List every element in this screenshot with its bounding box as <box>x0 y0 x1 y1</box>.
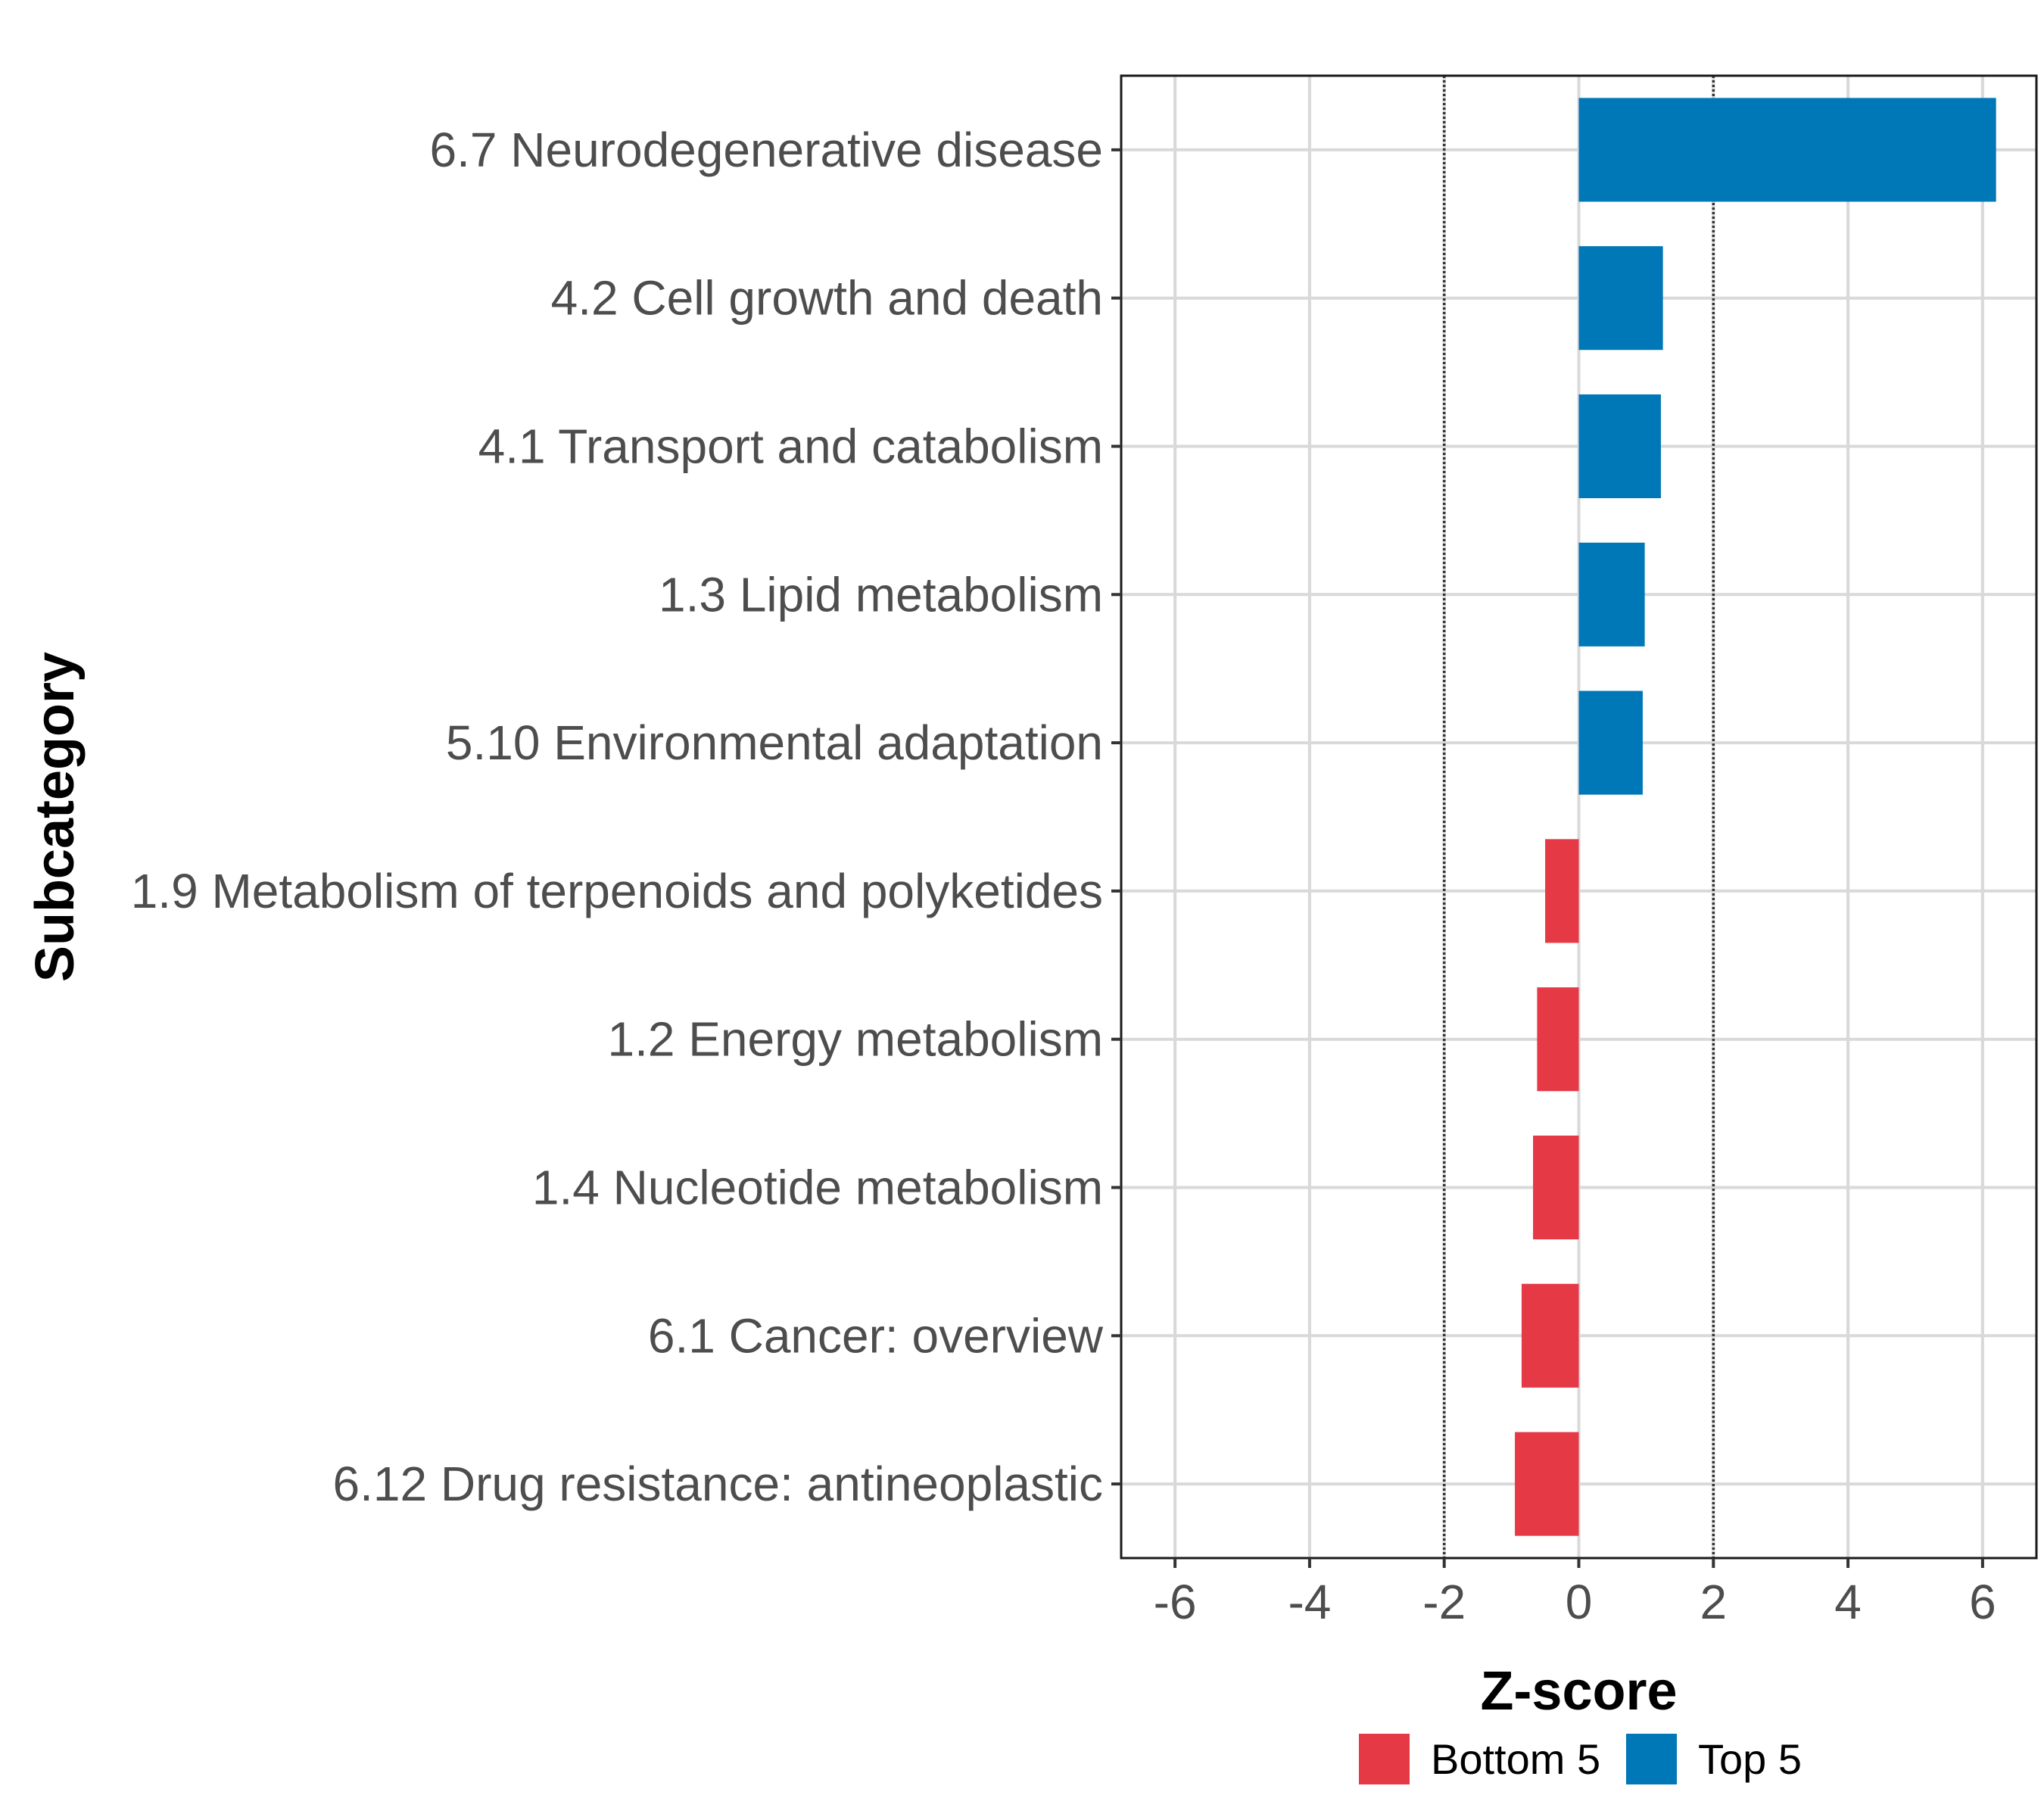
y-axis: 6.7 Neurodegenerative disease 4.2 Cell gr… <box>131 123 1121 1511</box>
x-tick-label: -6 <box>1154 1575 1197 1629</box>
bar-9 <box>1521 1283 1579 1388</box>
legend-label: Bottom 5 <box>1431 1735 1600 1783</box>
bar-2 <box>1578 246 1663 351</box>
x-tick-label: 4 <box>1834 1575 1862 1629</box>
y-tick-label: 1.9 Metabolism of terpenoids and polyket… <box>131 864 1103 918</box>
y-tick-label: 4.1 Transport and catabolism <box>478 419 1103 474</box>
y-tick-label: 6.12 Drug resistance: antineoplastic <box>333 1457 1103 1511</box>
legend-swatch-bottom-5 <box>1359 1734 1410 1784</box>
bar-8 <box>1533 1135 1579 1240</box>
legend-label: Top 5 <box>1698 1735 1802 1783</box>
x-tick-label: 6 <box>1969 1575 1996 1629</box>
y-tick-label: 6.7 Neurodegenerative disease <box>430 123 1104 177</box>
y-tick-label: 1.3 Lipid metabolism <box>659 567 1103 622</box>
x-tick-label: 2 <box>1700 1575 1727 1629</box>
bar-10 <box>1515 1432 1579 1536</box>
reference-lines <box>1442 76 1715 1558</box>
bar-3 <box>1578 394 1661 499</box>
y-tick-label: 4.2 Cell growth and death <box>551 271 1103 326</box>
y-tick-label: 6.1 Cancer: overview <box>648 1308 1104 1363</box>
bar-4 <box>1578 542 1645 647</box>
x-tick-label: -4 <box>1288 1575 1331 1629</box>
bar-7 <box>1537 987 1579 1092</box>
x-axis: -6 -4 -2 0 2 4 6 <box>1154 1558 1996 1629</box>
bar-5 <box>1578 690 1643 795</box>
bar-6 <box>1545 839 1579 943</box>
y-axis-title: Subcategory <box>25 652 86 982</box>
bars <box>1515 98 1996 1536</box>
x-tick-label: 0 <box>1566 1575 1593 1629</box>
x-axis-title: Z-score <box>1480 1661 1677 1722</box>
x-tick-label: -2 <box>1422 1575 1466 1629</box>
bar-1 <box>1578 98 1996 202</box>
y-tick-label: 1.4 Nucleotide metabolism <box>532 1161 1103 1215</box>
legend: Bottom 5 Top 5 <box>1359 1734 1802 1784</box>
y-tick-label: 1.2 Energy metabolism <box>607 1012 1103 1067</box>
y-tick-label: 5.10 Environmental adaptation <box>446 715 1103 770</box>
legend-swatch-top-5 <box>1626 1734 1677 1784</box>
